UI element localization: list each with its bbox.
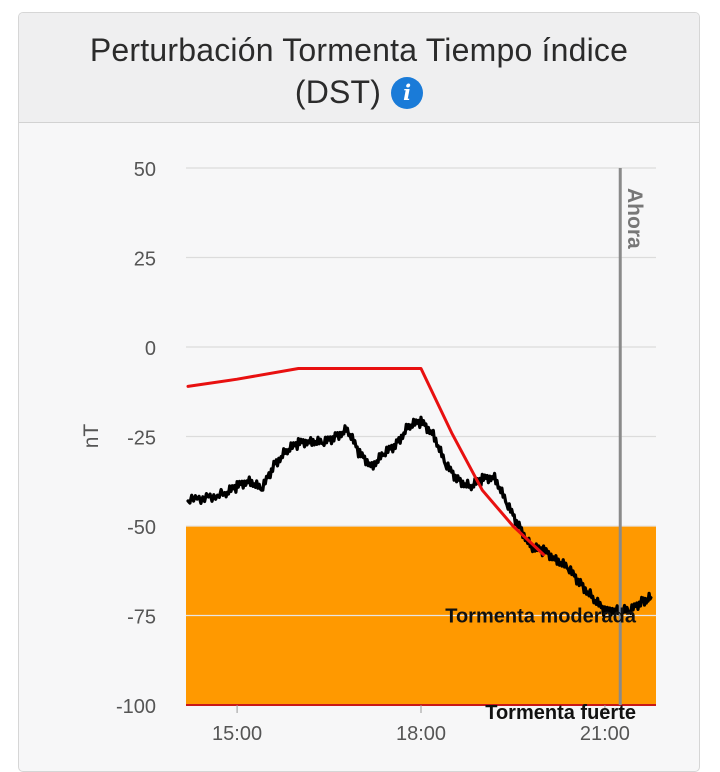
- band-label-strong: Tormenta fuerte: [485, 702, 636, 724]
- title-line-2: (DST) i: [19, 71, 699, 113]
- chart-svg: 50 25 0 -25 -50 -75 -100 15:00 18:00 21:00 Ahora…: [80, 159, 656, 745]
- title-line-2-text: (DST): [294, 74, 382, 110]
- panel-title: Perturbación Tormenta Tiempo índice (DST…: [19, 29, 699, 113]
- y-tick-label: -25: [127, 428, 156, 450]
- now-label: Ahora: [623, 188, 646, 249]
- observed-dst-line: [186, 415, 653, 618]
- y-tick-label: -100: [116, 696, 156, 718]
- panel-header: Perturbación Tormenta Tiempo índice (DST…: [19, 13, 699, 123]
- x-tick-label: 15:00: [212, 723, 262, 745]
- x-tick-label: 21:00: [580, 723, 630, 745]
- x-tick-label: 18:00: [396, 723, 446, 745]
- band-labels: Tormenta moderada Tormenta fuerte: [445, 606, 637, 724]
- y-tick-label: 25: [134, 249, 156, 271]
- y-tick-label: 50: [134, 159, 156, 181]
- series-layer: [186, 367, 653, 618]
- title-line-1: Perturbación Tormenta Tiempo índice: [89, 32, 629, 68]
- y-axis-label: nT: [80, 424, 103, 449]
- y-tick-label: -75: [127, 607, 156, 629]
- now-marker-layer: Ahora: [618, 168, 646, 705]
- x-tick-labels: 15:00 18:00 21:00: [212, 705, 630, 745]
- forecast-dst-line: [186, 367, 546, 557]
- y-tick-labels: 50 25 0 -25 -50 -75 -100: [116, 159, 156, 718]
- info-icon[interactable]: i: [391, 77, 424, 109]
- y-tick-label: 0: [145, 338, 156, 360]
- y-tick-label: -50: [127, 517, 156, 539]
- band-label-moderate: Tormenta moderada: [445, 606, 637, 628]
